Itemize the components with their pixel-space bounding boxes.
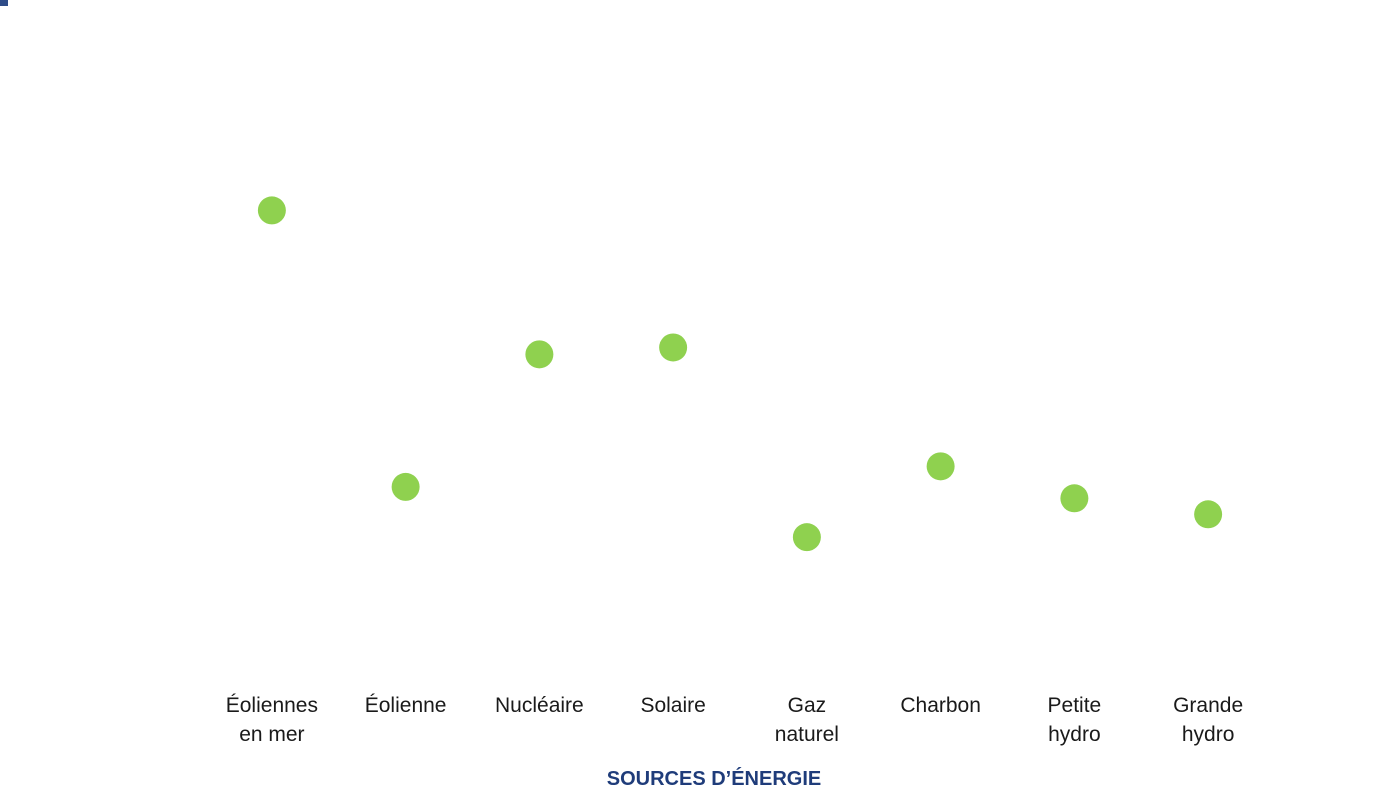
- top-strip: [0, 0, 1376, 5]
- data-point-2: [525, 340, 554, 369]
- data-point-6: [1060, 484, 1089, 513]
- x-category-labels: Éoliennes en mer Éolienne Nucléaire Solaire G…: [226, 694, 1243, 746]
- y-tick-label-50: 50: [158, 549, 181, 572]
- x-axis-title: SOURCES D’ÉNERGIE: [607, 767, 821, 790]
- corner-mark: [0, 0, 8, 6]
- data-point-5: [926, 452, 955, 481]
- x-category-label-1: Éolienne: [365, 694, 447, 717]
- data-point-4: [792, 523, 821, 552]
- x-category-label-5: Charbon: [900, 694, 981, 717]
- x-category-label-2: Nucléaire: [495, 694, 584, 717]
- x-category-label-4: Gaz naturel: [775, 694, 839, 746]
- data-point-1: [391, 472, 420, 501]
- data-point-7: [1194, 500, 1223, 529]
- gridlines: [205, 102, 1275, 561]
- x-category-label-6: Petite hydro: [1048, 694, 1102, 746]
- x-category-label-7: Grande hydro: [1173, 694, 1243, 746]
- y-tick-label-250: 250: [146, 92, 181, 115]
- data-point-0: [257, 196, 286, 225]
- y-tick-label-150: 150: [146, 321, 181, 344]
- x-category-label-0: Éoliennes en mer: [226, 694, 318, 746]
- data-point-3: [659, 333, 688, 362]
- y-tick-label-100: 100: [146, 435, 181, 458]
- y-tick-labels: 50 100 150 200 250: [146, 92, 181, 572]
- data-points: [257, 196, 1223, 552]
- y-tick-label-200: 200: [146, 206, 181, 229]
- x-category-label-3: Solaire: [640, 694, 705, 717]
- y-axis-title: $/MWH: [68, 306, 89, 369]
